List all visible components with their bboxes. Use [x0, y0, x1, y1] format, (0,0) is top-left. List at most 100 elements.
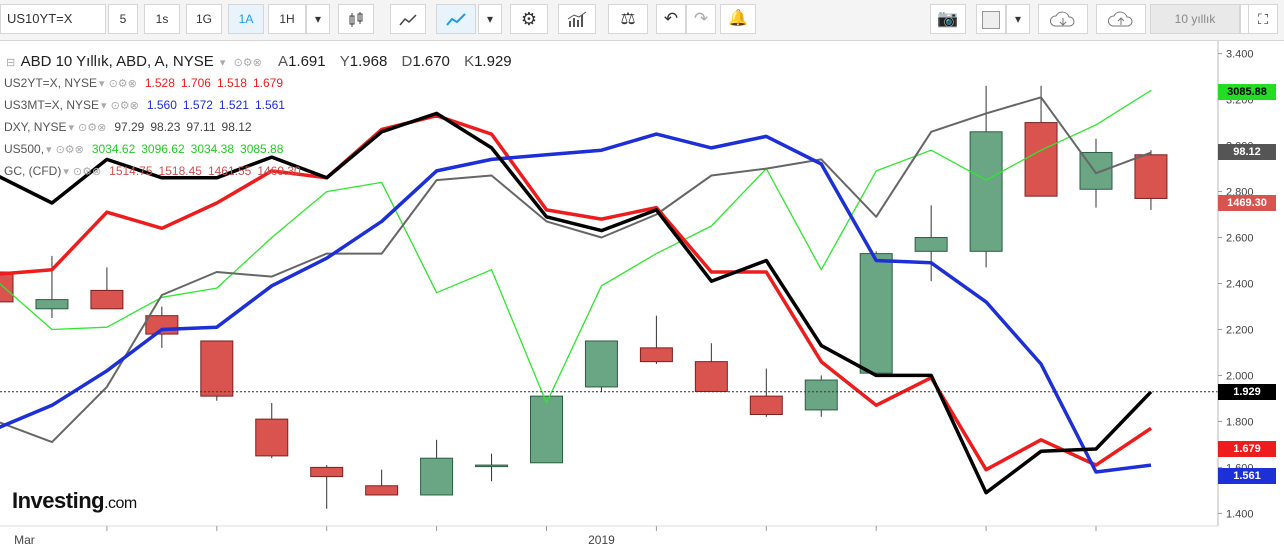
- legend-overlay-value: 1.528: [144, 76, 175, 90]
- candle-body: [530, 395, 563, 464]
- price-badge: 1469.30: [1218, 195, 1276, 212]
- camera-icon[interactable]: 📷: [930, 4, 966, 34]
- y-tick-label: 2.000: [1226, 370, 1254, 382]
- candle-body: [365, 485, 399, 496]
- color-box-icon[interactable]: [976, 4, 1006, 34]
- period-select[interactable]: 10 yıllık: [1150, 4, 1240, 34]
- legend-overlay-name: US500,: [4, 142, 45, 156]
- candle-body: [804, 379, 838, 411]
- gear-icon[interactable]: ⚙: [510, 4, 548, 34]
- candle-body: [694, 361, 728, 393]
- series-line-1: [0, 132, 1152, 474]
- legend-overlay-value: 1.518: [216, 76, 247, 90]
- settings-icons[interactable]: ⊙⚙⊗: [110, 100, 139, 112]
- series-line-4: [0, 89, 1152, 404]
- legend-overlay-name: US2YT=X, NYSE: [4, 76, 98, 90]
- candle-body: [1024, 122, 1058, 197]
- series-line-2: [0, 111, 1153, 495]
- investing-logo: Investing.com: [12, 488, 137, 513]
- interval-1w[interactable]: 1H: [268, 4, 306, 34]
- interval-1m[interactable]: 1A: [228, 4, 264, 34]
- series-dropdown-icon[interactable]: ▾: [99, 78, 105, 90]
- legend-overlay-value: 1469.30: [257, 164, 301, 178]
- legend-overlay-row[interactable]: US3MT=X, NYSE ▾ ⊙⚙⊗ 1.560 1.572 1.521 1.561: [4, 98, 285, 112]
- compare-scale-icon[interactable]: ⚖: [608, 4, 648, 34]
- legend-overlay-name: US3MT=X, NYSE: [4, 98, 100, 112]
- fullscreen-icon[interactable]: ⛶: [1248, 4, 1278, 34]
- series-dropdown-icon[interactable]: ▾: [219, 57, 226, 69]
- series-dropdown-icon[interactable]: ▾: [46, 144, 52, 156]
- interval-dropdown-icon[interactable]: ▾: [306, 4, 330, 34]
- settings-icons[interactable]: ⊙⚙⊗: [78, 122, 107, 134]
- symbol-input[interactable]: US10YT=X: [0, 4, 106, 34]
- open-label: A: [278, 53, 289, 70]
- legend-main-series[interactable]: ⊟ ABD 10 Yıllık, ABD, A, NYSE ▾ ⊙⚙⊗ A 1.6…: [4, 53, 512, 70]
- interval-1h[interactable]: 1s: [144, 4, 180, 34]
- legend-overlay-value: 1.572: [182, 98, 213, 112]
- settings-icons[interactable]: ⊙⚙⊗: [72, 166, 102, 178]
- candle-body: [749, 395, 783, 416]
- x-axis-ticks: Mar 2019: [14, 526, 1097, 546]
- settings-icons[interactable]: ⊙⚙⊗: [108, 78, 137, 90]
- y-tick-label: 2.600: [1226, 233, 1254, 245]
- close-label: K: [464, 53, 475, 70]
- legend-overlay-row[interactable]: US500, ▾ ⊙⚙⊗ 3034.62 3096.62 3034.38 3085.88: [4, 142, 283, 156]
- candle-body: [200, 340, 234, 397]
- high-label: Y: [339, 53, 350, 70]
- settings-icons[interactable]: ⊙⚙⊗: [55, 144, 84, 156]
- indicators-icon[interactable]: [558, 4, 596, 34]
- legend-overlay-row[interactable]: US2YT=X, NYSE ▾ ⊙⚙⊗ 1.528 1.706 1.518 1.679: [4, 76, 283, 90]
- legend-overlay-name: GC, (CFD): [4, 164, 62, 178]
- candle-body: [859, 253, 893, 374]
- cloud-upload-icon[interactable]: [1096, 4, 1146, 34]
- interval-1d[interactable]: 1G: [186, 4, 222, 34]
- candle-body: [90, 289, 124, 310]
- legend-overlay-row[interactable]: DXY, NYSE ▾ ⊙⚙⊗ 97.29 98.23 97.11 98.12: [4, 120, 252, 134]
- price-chart[interactable]: 3.4003.2003.0002.8002.6002.4002.2002.000…: [0, 41, 1284, 546]
- collapse-icon[interactable]: ⊟: [6, 57, 16, 69]
- close-value: 1.929: [474, 53, 512, 70]
- series-line-3: [0, 96, 1152, 444]
- interval-5m[interactable]: 5: [108, 4, 138, 34]
- price-badge: 3085.88: [1218, 83, 1276, 100]
- candle-icon[interactable]: [338, 4, 374, 34]
- alert-icon[interactable]: 🔔: [720, 4, 756, 34]
- area-chart-icon[interactable]: [390, 4, 426, 34]
- series-line-0: [0, 113, 1152, 472]
- series-lines-layer: [0, 89, 1153, 495]
- color-dropdown-icon[interactable]: ▾: [1006, 4, 1030, 34]
- redo-icon[interactable]: ↷: [686, 4, 716, 34]
- legend-overlay-value: 3096.62: [141, 142, 185, 156]
- series-dropdown-icon[interactable]: ▾: [101, 100, 107, 112]
- x-tick-label: Mar: [14, 533, 35, 546]
- legend-overlay-value: 1.679: [252, 76, 283, 90]
- y-tick-label: 2.400: [1226, 279, 1254, 291]
- candle-body: [475, 464, 509, 468]
- legend-overlay-row[interactable]: GC, (CFD) ▾ ⊙⚙⊗ 1514.75 1518.45 1461.55 1469.3…: [4, 164, 301, 178]
- series-dropdown-icon[interactable]: ▾: [63, 166, 69, 178]
- candle-body: [969, 131, 1003, 252]
- legend-overlay-value: 1.521: [218, 98, 249, 112]
- main-series-name: ABD 10 Yıllık, ABD, A, NYSE: [20, 53, 214, 70]
- legend-overlay-value: 97.11: [186, 120, 216, 134]
- undo-icon[interactable]: ↶: [656, 4, 686, 34]
- line-chart-icon[interactable]: [436, 4, 476, 34]
- candle-body: [310, 466, 344, 478]
- cloud-download-icon[interactable]: [1038, 4, 1088, 34]
- high-value: 1.968: [349, 53, 388, 70]
- candle-body: [35, 299, 69, 310]
- low-label: D: [401, 53, 413, 70]
- legend-overlay-name: DXY, NYSE: [4, 120, 67, 134]
- series-dropdown-icon[interactable]: ▾: [68, 122, 75, 134]
- legend-overlay-value: 1.560: [146, 98, 177, 112]
- x-tick-label: 2019: [588, 533, 615, 546]
- candle-body: [914, 237, 948, 252]
- legend-overlay-value: 3085.88: [240, 142, 284, 156]
- price-badge: 1.929: [1218, 383, 1276, 400]
- low-value: 1.670: [412, 53, 450, 70]
- candle-body: [420, 457, 454, 496]
- chart-toolbar: US10YT=X 5 1s 1G 1A 1H ▾ ▾ ⚙ ⚖ ↶ ↷ 🔔 📷 ▾…: [0, 0, 1284, 41]
- legend-overlay-value: 97.29: [114, 120, 145, 134]
- settings-icons[interactable]: ⊙⚙⊗: [233, 57, 262, 69]
- chart-type-dropdown-icon[interactable]: ▾: [478, 4, 502, 34]
